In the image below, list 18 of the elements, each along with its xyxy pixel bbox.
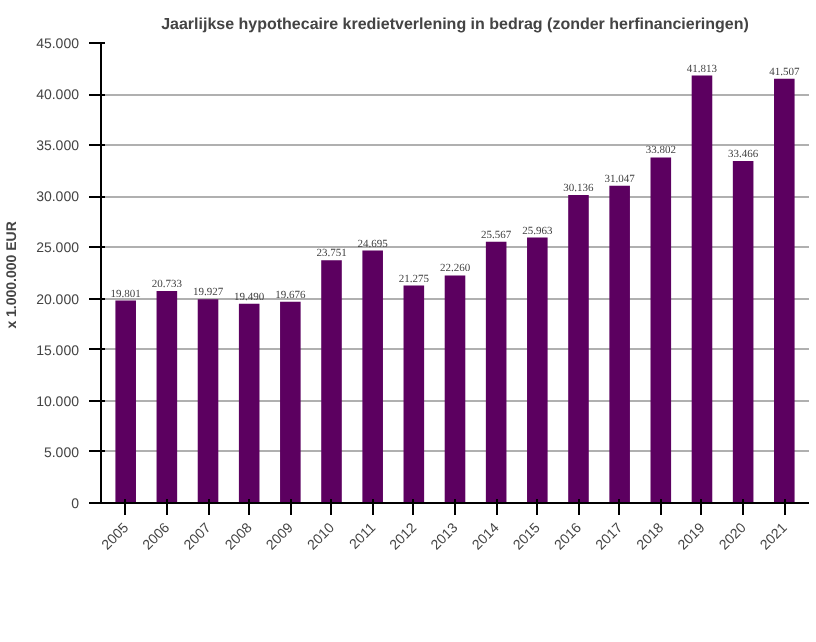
bar (691, 75, 713, 503)
bar (650, 157, 672, 503)
bar (732, 160, 754, 503)
bar (156, 291, 178, 503)
bar (115, 300, 136, 503)
bar (280, 301, 301, 503)
bar (609, 185, 630, 503)
bar (362, 250, 383, 503)
bar (321, 260, 342, 503)
bar (568, 194, 589, 503)
bar (403, 285, 425, 503)
bar (527, 237, 548, 503)
bar (774, 78, 795, 503)
bar (238, 303, 260, 503)
bar (197, 299, 219, 503)
chart-title: Jaarlijkse hypothecaire kredietverlening in bedrag (zonder herfinancieringen) (161, 15, 750, 33)
bar (444, 275, 466, 503)
bar (485, 241, 507, 503)
